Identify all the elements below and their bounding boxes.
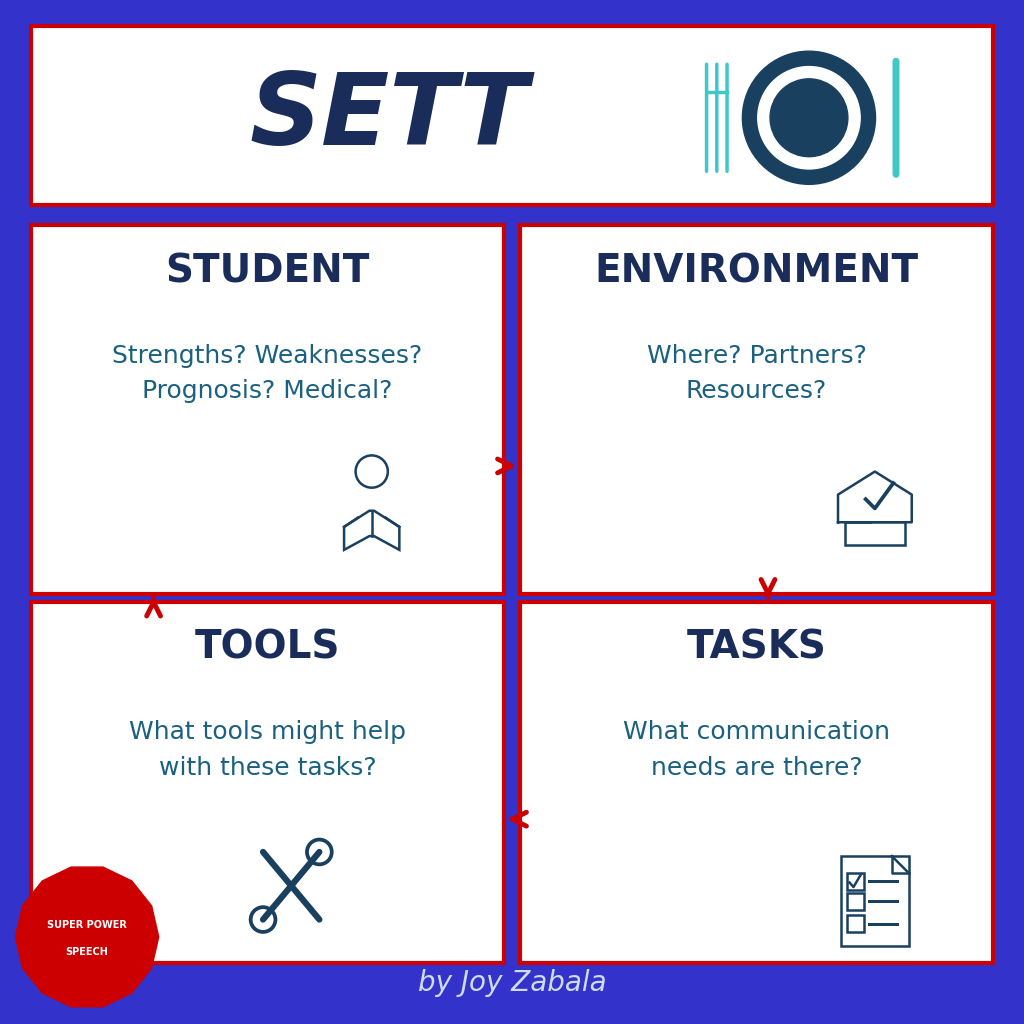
Text: STUDENT: STUDENT — [165, 252, 370, 291]
Text: SETT: SETT — [250, 70, 528, 166]
Text: ENVIRONMENT: ENVIRONMENT — [594, 252, 919, 291]
FancyBboxPatch shape — [519, 225, 993, 594]
FancyBboxPatch shape — [519, 602, 993, 963]
Text: SUPER POWER: SUPER POWER — [47, 920, 127, 930]
Text: TOOLS: TOOLS — [195, 629, 340, 667]
Text: TASKS: TASKS — [686, 629, 826, 667]
Circle shape — [742, 51, 876, 184]
Text: Strengths? Weaknesses?
Prognosis? Medical?: Strengths? Weaknesses? Prognosis? Medica… — [113, 344, 423, 403]
Circle shape — [758, 67, 860, 169]
FancyBboxPatch shape — [841, 856, 908, 946]
Text: What tools might help
with these tasks?: What tools might help with these tasks? — [129, 720, 407, 780]
Text: What communication
needs are there?: What communication needs are there? — [623, 720, 890, 780]
FancyBboxPatch shape — [847, 872, 863, 890]
FancyBboxPatch shape — [31, 225, 504, 594]
FancyBboxPatch shape — [31, 26, 993, 205]
FancyBboxPatch shape — [31, 602, 504, 963]
Circle shape — [770, 79, 848, 157]
FancyBboxPatch shape — [847, 893, 863, 909]
Text: SPEECH: SPEECH — [66, 947, 109, 957]
FancyBboxPatch shape — [845, 522, 905, 545]
FancyBboxPatch shape — [847, 915, 863, 932]
Text: by Joy Zabala: by Joy Zabala — [418, 969, 606, 997]
Text: Where? Partners?
Resources?: Where? Partners? Resources? — [646, 344, 866, 403]
